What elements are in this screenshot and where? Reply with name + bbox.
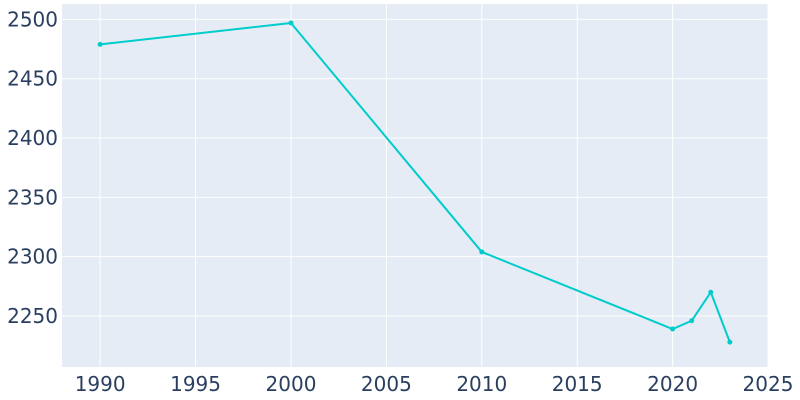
x-tick-label: 2015 xyxy=(552,372,603,396)
y-tick-labels: 2250 2300 2350 2400 2450 2500 xyxy=(7,7,58,328)
x-tick-label: 2025 xyxy=(743,372,794,396)
data-point xyxy=(727,339,733,345)
x-tick-label: 2000 xyxy=(266,372,317,396)
x-tick-labels: 1990 1995 2000 2005 2010 2015 2020 2025 xyxy=(75,372,794,396)
x-tick-label: 1995 xyxy=(170,372,221,396)
data-point xyxy=(689,318,695,324)
y-tick-label: 2300 xyxy=(7,245,58,269)
data-point xyxy=(288,20,294,26)
y-tick-label: 2400 xyxy=(7,126,58,150)
y-tick-label: 2450 xyxy=(7,67,58,91)
data-point xyxy=(479,249,485,255)
data-points xyxy=(97,20,733,345)
data-point xyxy=(708,289,714,295)
y-tick-label: 2350 xyxy=(7,185,58,209)
x-tick-label: 2010 xyxy=(456,372,507,396)
x-tick-label: 2020 xyxy=(647,372,698,396)
data-point xyxy=(97,41,103,47)
data-point xyxy=(670,326,676,332)
x-tick-label: 2005 xyxy=(361,372,412,396)
x-gridlines xyxy=(99,4,769,367)
x-tick-label: 1990 xyxy=(75,372,126,396)
y-tick-label: 2500 xyxy=(7,7,58,31)
plot-area xyxy=(62,4,768,367)
y-tick-label: 2250 xyxy=(7,304,58,328)
y-gridlines xyxy=(62,18,768,317)
